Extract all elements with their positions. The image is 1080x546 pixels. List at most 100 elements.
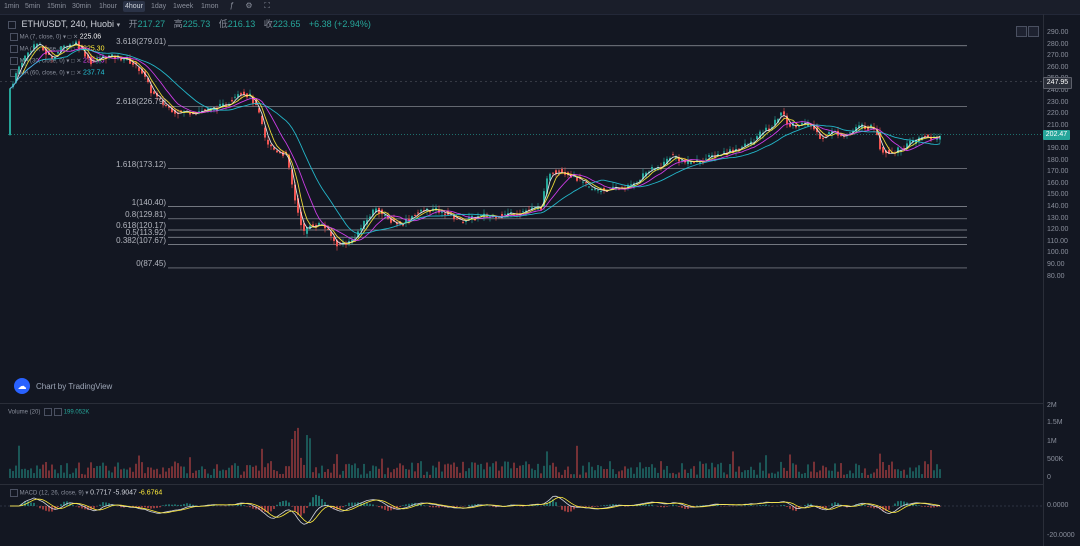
volume-bar xyxy=(165,471,167,478)
candle-body xyxy=(795,125,797,128)
candle-body xyxy=(237,94,239,97)
eye-icon[interactable] xyxy=(44,408,53,416)
volume-bar xyxy=(855,463,857,478)
indicator-icon[interactable]: ƒ xyxy=(229,1,235,10)
symbol-legend: ETH/USDT, 240, Huobi ▾ 开217.27 高225.73 低… xyxy=(8,18,371,32)
pane-separator[interactable] xyxy=(0,403,1043,404)
candle-body xyxy=(102,55,104,58)
volume-bar xyxy=(225,470,227,478)
tf-30min[interactable]: 30min xyxy=(72,3,92,10)
macd-histogram-bar xyxy=(189,503,191,506)
macd-histogram-bar xyxy=(150,506,152,509)
tf-15min[interactable]: 15min xyxy=(47,3,67,10)
candle-body xyxy=(600,190,602,192)
macd-histogram-bar xyxy=(819,506,821,509)
tradingview-watermark[interactable]: ☁ Chart by TradingView xyxy=(14,378,112,394)
volume-bar xyxy=(27,470,29,478)
volume-bar xyxy=(168,468,170,478)
volume-legend[interactable]: Volume (20) 199.052K xyxy=(8,408,89,417)
macd-legend[interactable]: MACD (12, 26, close, 9) ▾ 0.7717 -5.9047… xyxy=(8,489,162,498)
volume-bar xyxy=(495,461,497,478)
tf-1min[interactable]: 1min xyxy=(4,3,20,10)
chart-canvas[interactable] xyxy=(0,14,1043,546)
macd-histogram-bar xyxy=(321,498,323,506)
volume-bar xyxy=(708,469,710,478)
candle-body xyxy=(255,99,257,105)
tf-1mon[interactable]: 1mon xyxy=(201,3,219,10)
volume-bar xyxy=(210,474,212,478)
symbol-title[interactable]: ETH/USDT, 240, Huobi xyxy=(21,19,115,29)
volume-bar xyxy=(273,469,275,478)
ma-legend-1[interactable]: MA (7, close, 0) ▾ □ ✕ 225.06 xyxy=(8,33,101,42)
candle-body xyxy=(927,134,929,137)
candle-body xyxy=(693,162,695,164)
candle-body xyxy=(822,137,824,139)
close-icon[interactable] xyxy=(54,408,63,416)
candle-body xyxy=(345,243,347,245)
candle-body xyxy=(405,219,407,223)
candle-body xyxy=(90,56,92,65)
candle-body xyxy=(723,151,725,153)
volume-bar xyxy=(807,464,809,478)
volume-bar xyxy=(363,463,365,478)
macd-histogram-bar xyxy=(63,501,65,506)
volume-bar xyxy=(843,474,845,478)
volume-bar xyxy=(309,438,311,478)
candle-body xyxy=(603,188,605,191)
volume-bar xyxy=(228,467,230,478)
layout-icon[interactable] xyxy=(1016,26,1027,37)
volume-bar xyxy=(858,465,860,478)
macd-histogram-bar xyxy=(255,506,257,510)
volume-bar xyxy=(762,470,764,478)
volume-bar xyxy=(90,462,92,478)
tf-1week[interactable]: 1week xyxy=(173,3,194,10)
volume-bar xyxy=(135,463,137,478)
volume-bar xyxy=(378,468,380,478)
tf-5min[interactable]: 5min xyxy=(25,3,41,10)
macd-histogram-bar xyxy=(309,502,311,506)
candle-body xyxy=(819,133,821,139)
volume-bar xyxy=(384,474,386,478)
volume-bar xyxy=(360,474,362,478)
candle-body xyxy=(813,124,815,130)
macd-histogram-bar xyxy=(792,506,794,511)
macd-histogram-bar xyxy=(744,505,746,506)
volume-bar xyxy=(231,465,233,478)
candle-body xyxy=(849,132,851,134)
volume-bar xyxy=(867,474,869,478)
tf-1hour[interactable]: 1hour xyxy=(99,3,117,10)
volume-bar xyxy=(873,472,875,478)
macd-histogram-bar xyxy=(837,502,839,506)
volume-bar xyxy=(468,468,470,478)
macd-histogram-bar xyxy=(87,506,89,511)
volume-bar xyxy=(564,469,566,478)
candle-body xyxy=(588,186,590,188)
high-label: 高 xyxy=(173,19,183,29)
candle-body xyxy=(774,119,776,126)
macd-histogram-bar xyxy=(240,504,242,506)
settings-icon[interactable]: ⚙ xyxy=(245,1,253,10)
tf-1day[interactable]: 1day xyxy=(151,3,167,10)
pane-separator[interactable] xyxy=(0,484,1043,485)
macd-histogram-bar xyxy=(573,506,575,510)
macd-histogram-bar xyxy=(672,504,674,506)
volume-bar xyxy=(588,462,590,478)
volume-bar xyxy=(774,473,776,478)
macd-histogram-bar xyxy=(492,506,494,507)
volume-bar xyxy=(444,464,446,478)
volume-bar xyxy=(375,466,377,478)
volume-bar xyxy=(327,469,329,478)
volume-bar xyxy=(339,474,341,478)
macd-histogram-bar xyxy=(342,506,344,508)
macd-label: MACD (12, 26, close, 9) xyxy=(19,490,84,497)
collapse-icon[interactable] xyxy=(1028,26,1039,37)
candle-body xyxy=(267,139,269,145)
volume-bar xyxy=(303,464,305,478)
tf-4hour[interactable]: 4hour xyxy=(123,1,145,12)
dropdown-chevron-icon[interactable]: ▾ xyxy=(116,22,121,29)
macd-histogram-bar xyxy=(303,506,305,514)
volume-bar xyxy=(609,461,611,478)
fullscreen-icon[interactable]: ⛶ xyxy=(264,1,270,10)
ma-legend-4[interactable]: MA (60, close, 0) ▾ □ ✕ 237.74 xyxy=(8,69,104,78)
volume-bar xyxy=(786,470,788,478)
